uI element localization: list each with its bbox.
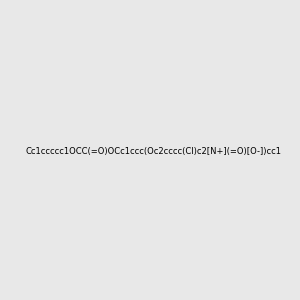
Text: Cc1ccccc1OCC(=O)OCc1ccc(Oc2cccc(Cl)c2[N+](=O)[O-])cc1: Cc1ccccc1OCC(=O)OCc1ccc(Oc2cccc(Cl)c2[N+… xyxy=(26,147,282,156)
